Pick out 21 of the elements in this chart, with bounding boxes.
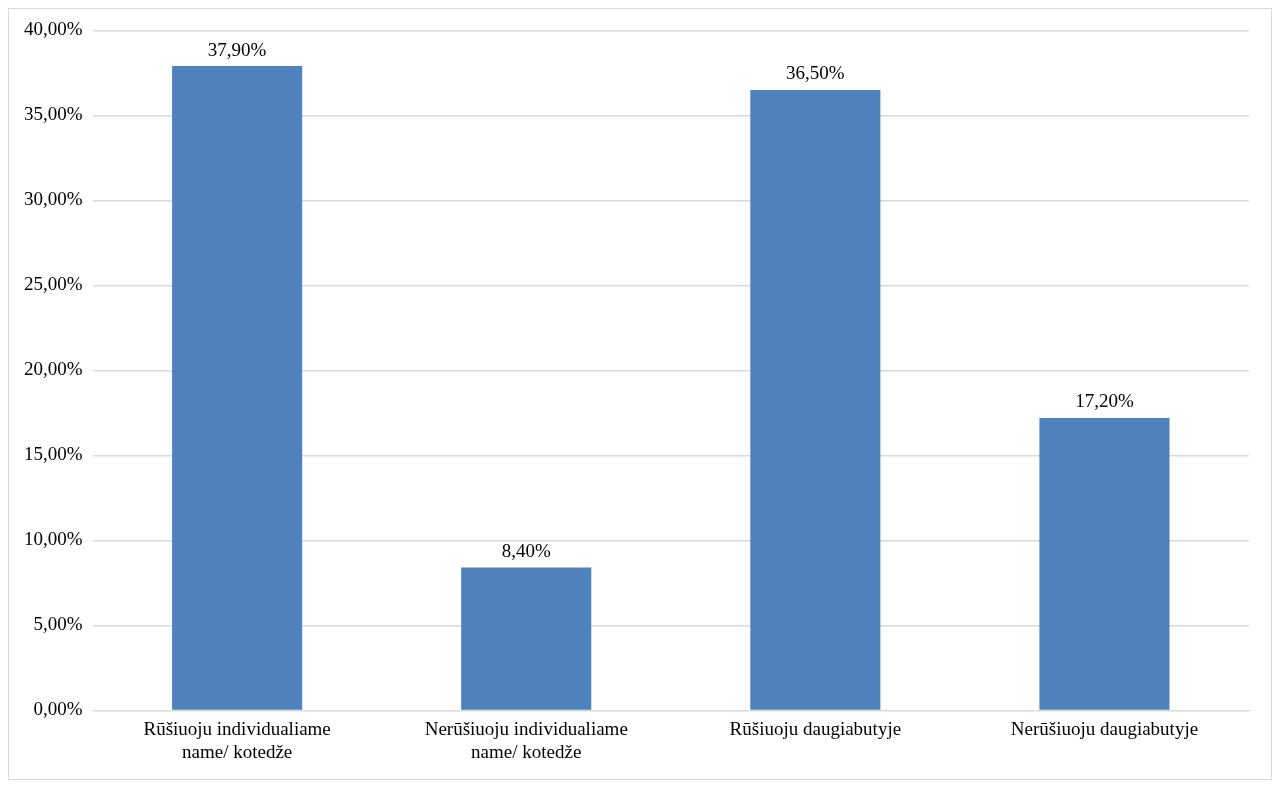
bar — [461, 567, 592, 710]
data-label: 36,50% — [786, 62, 845, 84]
x-tick-label: Rūšiuoju individualiame name/ kotedže — [143, 717, 331, 762]
bar — [750, 89, 881, 710]
data-label: 37,90% — [207, 38, 267, 60]
y-tick-label: 10,00% — [24, 528, 83, 550]
y-tick-label: 25,00% — [24, 273, 83, 295]
data-label: 17,20% — [1075, 390, 1134, 412]
y-tick-label: 40,00% — [24, 18, 83, 40]
y-tick-label: 20,00% — [24, 358, 83, 380]
y-tick-label: 30,00% — [24, 188, 83, 210]
bar — [172, 66, 303, 710]
y-tick-label: 5,00% — [33, 613, 83, 635]
x-tick-label: Nerūšiuoju daugiabutyje — [1010, 717, 1199, 739]
y-tick-label: 35,00% — [24, 103, 83, 125]
x-tick-label: Rūšiuoju daugiabutyje — [729, 717, 902, 739]
x-tick-label: Nerūšiuoju individualiame name/ kotedže — [424, 717, 628, 762]
y-tick-label: 0,00% — [33, 698, 83, 720]
bar — [1039, 418, 1170, 710]
data-label: 8,40% — [501, 540, 551, 562]
y-tick-label: 15,00% — [24, 443, 83, 465]
